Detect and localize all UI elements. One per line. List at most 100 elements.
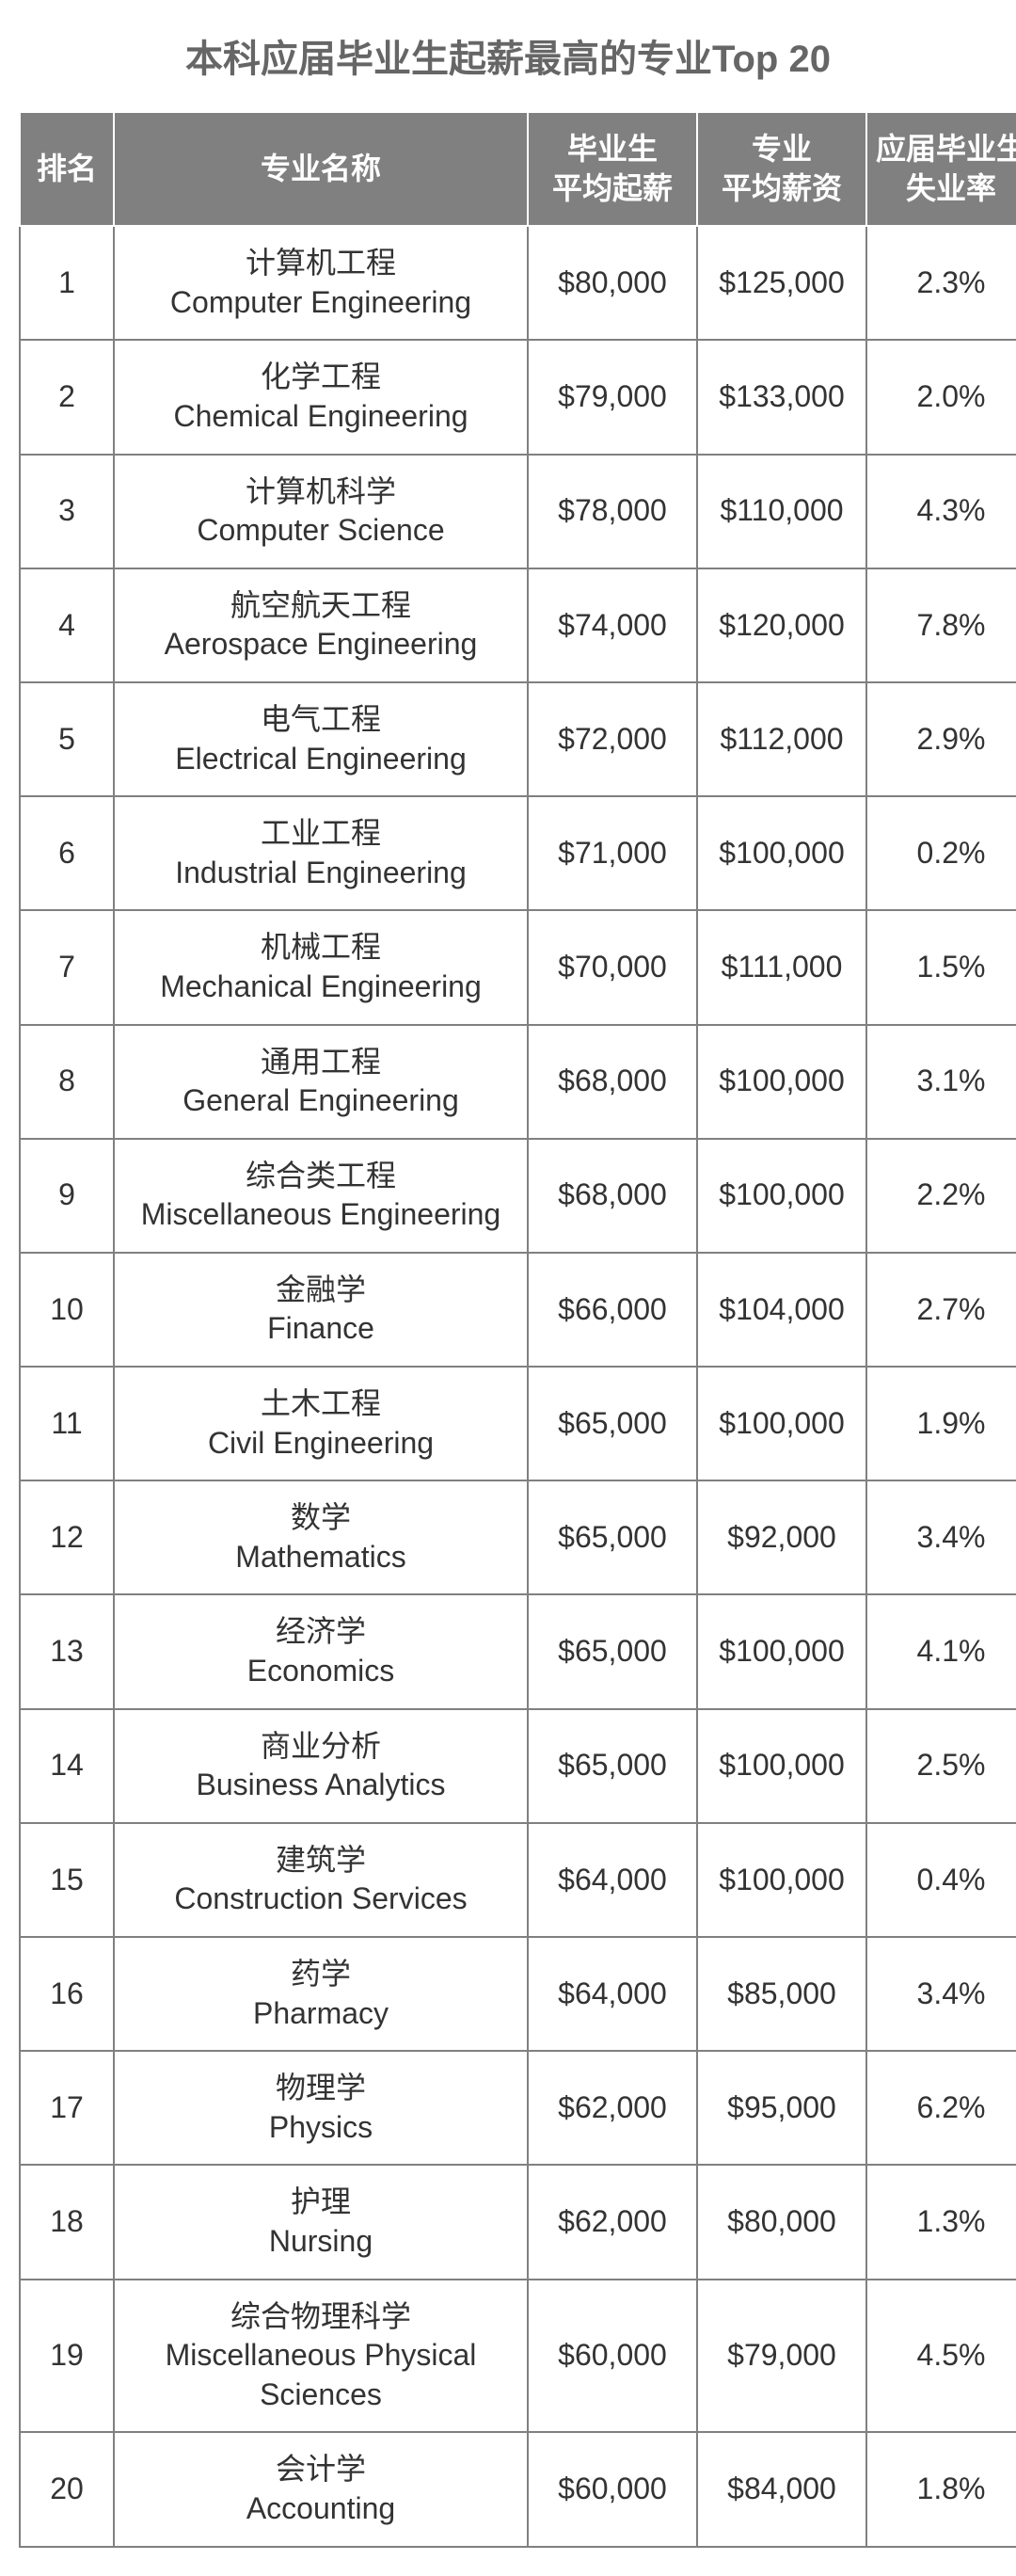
- cell-avg-salary: $104,000: [697, 1253, 866, 1367]
- table-row: 5电气工程Electrical Engineering$72,000$112,0…: [20, 682, 1016, 796]
- cell-avg-salary: $85,000: [697, 1937, 866, 2051]
- cell-unemployment: 2.3%: [866, 226, 1016, 340]
- cell-rank: 3: [20, 455, 114, 568]
- table-row: 12数学Mathematics$65,000$92,0003.4%: [20, 1480, 1016, 1594]
- cell-rank: 13: [20, 1594, 114, 1708]
- cell-unemployment: 1.3%: [866, 2165, 1016, 2279]
- page-container: 本科应届毕业生起薪最高的专业Top 20 排名 专业名称 毕业生 平均起薪 专业…: [0, 0, 1016, 2576]
- cell-rank: 5: [20, 682, 114, 796]
- major-cn: 计算机科学: [122, 472, 519, 512]
- header-start-salary: 毕业生 平均起薪: [528, 112, 697, 226]
- cell-avg-salary: $111,000: [697, 910, 866, 1024]
- cell-rank: 10: [20, 1253, 114, 1367]
- cell-start-salary: $60,000: [528, 2432, 697, 2546]
- major-cn: 建筑学: [122, 1841, 519, 1880]
- cell-rank: 6: [20, 796, 114, 910]
- cell-major: 综合类工程Miscellaneous Engineering: [114, 1139, 528, 1253]
- cell-unemployment: 2.5%: [866, 1709, 1016, 1823]
- cell-rank: 11: [20, 1367, 114, 1480]
- cell-avg-salary: $95,000: [697, 2051, 866, 2165]
- table-header-row: 排名 专业名称 毕业生 平均起薪 专业 平均薪资 应届毕业生 失业率: [20, 112, 1016, 226]
- major-cn: 金融学: [122, 1271, 519, 1310]
- major-cn: 护理: [122, 2183, 519, 2222]
- cell-major: 工业工程Industrial Engineering: [114, 796, 528, 910]
- cell-rank: 16: [20, 1937, 114, 2051]
- table-row: 20会计学Accounting$60,000$84,0001.8%: [20, 2432, 1016, 2546]
- cell-rank: 14: [20, 1709, 114, 1823]
- cell-unemployment: 3.1%: [866, 1025, 1016, 1139]
- cell-rank: 9: [20, 1139, 114, 1253]
- cell-avg-salary: $92,000: [697, 1480, 866, 1594]
- cell-avg-salary: $79,000: [697, 2280, 866, 2433]
- major-en: Civil Engineering: [122, 1424, 519, 1464]
- table-row: 15建筑学Construction Services$64,000$100,00…: [20, 1823, 1016, 1937]
- cell-rank: 18: [20, 2165, 114, 2279]
- cell-rank: 15: [20, 1823, 114, 1937]
- major-en: Finance: [122, 1309, 519, 1349]
- cell-rank: 1: [20, 226, 114, 340]
- header-unemp-l2: 失业率: [906, 171, 996, 205]
- major-cn: 通用工程: [122, 1043, 519, 1082]
- cell-unemployment: 6.2%: [866, 2051, 1016, 2165]
- table-row: 17物理学Physics$62,000$95,0006.2%: [20, 2051, 1016, 2165]
- major-en: General Engineering: [122, 1081, 519, 1121]
- cell-unemployment: 2.2%: [866, 1139, 1016, 1253]
- table-row: 13经济学Economics$65,000$100,0004.1%: [20, 1594, 1016, 1708]
- major-en: Accounting: [122, 2489, 519, 2529]
- cell-major: 物理学Physics: [114, 2051, 528, 2165]
- header-start-l1: 毕业生: [567, 132, 658, 166]
- table-row: 18护理Nursing$62,000$80,0001.3%: [20, 2165, 1016, 2279]
- cell-start-salary: $64,000: [528, 1937, 697, 2051]
- major-en: Construction Services: [122, 1880, 519, 1919]
- header-major: 专业名称: [114, 112, 528, 226]
- major-en: Chemical Engineering: [122, 397, 519, 437]
- cell-major: 金融学Finance: [114, 1253, 528, 1367]
- cell-start-salary: $60,000: [528, 2280, 697, 2433]
- cell-avg-salary: $120,000: [697, 568, 866, 682]
- cell-major: 通用工程General Engineering: [114, 1025, 528, 1139]
- cell-unemployment: 3.4%: [866, 1480, 1016, 1594]
- cell-unemployment: 7.8%: [866, 568, 1016, 682]
- major-en: Industrial Engineering: [122, 854, 519, 893]
- cell-major: 计算机工程Computer Engineering: [114, 226, 528, 340]
- cell-major: 机械工程Mechanical Engineering: [114, 910, 528, 1024]
- cell-start-salary: $62,000: [528, 2051, 697, 2165]
- cell-start-salary: $65,000: [528, 1367, 697, 1480]
- cell-major: 数学Mathematics: [114, 1480, 528, 1594]
- major-cn: 药学: [122, 1955, 519, 1994]
- cell-unemployment: 4.1%: [866, 1594, 1016, 1708]
- table-row: 9综合类工程Miscellaneous Engineering$68,000$1…: [20, 1139, 1016, 1253]
- major-cn: 商业分析: [122, 1727, 519, 1767]
- major-en: Mechanical Engineering: [122, 968, 519, 1007]
- major-en: Economics: [122, 1652, 519, 1691]
- cell-unemployment: 4.3%: [866, 455, 1016, 568]
- cell-start-salary: $65,000: [528, 1709, 697, 1823]
- cell-avg-salary: $100,000: [697, 1823, 866, 1937]
- cell-major: 土木工程Civil Engineering: [114, 1367, 528, 1480]
- major-en: Pharmacy: [122, 1994, 519, 2034]
- cell-rank: 17: [20, 2051, 114, 2165]
- table-row: 1计算机工程Computer Engineering$80,000$125,00…: [20, 226, 1016, 340]
- major-cn: 工业工程: [122, 814, 519, 854]
- cell-avg-salary: $125,000: [697, 226, 866, 340]
- major-en: Electrical Engineering: [122, 740, 519, 779]
- major-en: Computer Engineering: [122, 283, 519, 323]
- cell-avg-salary: $100,000: [697, 1367, 866, 1480]
- cell-start-salary: $70,000: [528, 910, 697, 1024]
- major-cn: 会计学: [122, 2450, 519, 2489]
- cell-unemployment: 2.7%: [866, 1253, 1016, 1367]
- table-row: 19综合物理科学Miscellaneous Physical Sciences$…: [20, 2280, 1016, 2433]
- major-en: Miscellaneous Physical Sciences: [122, 2336, 519, 2414]
- cell-rank: 4: [20, 568, 114, 682]
- cell-unemployment: 0.4%: [866, 1823, 1016, 1937]
- cell-avg-salary: $133,000: [697, 340, 866, 454]
- cell-major: 综合物理科学Miscellaneous Physical Sciences: [114, 2280, 528, 2433]
- header-avg-l1: 专业: [752, 132, 812, 166]
- major-cn: 物理学: [122, 2069, 519, 2108]
- table-row: 2化学工程Chemical Engineering$79,000$133,000…: [20, 340, 1016, 454]
- cell-major: 经济学Economics: [114, 1594, 528, 1708]
- cell-major: 电气工程Electrical Engineering: [114, 682, 528, 796]
- major-cn: 数学: [122, 1498, 519, 1538]
- table-row: 16药学Pharmacy$64,000$85,0003.4%: [20, 1937, 1016, 2051]
- table-body: 1计算机工程Computer Engineering$80,000$125,00…: [20, 226, 1016, 2546]
